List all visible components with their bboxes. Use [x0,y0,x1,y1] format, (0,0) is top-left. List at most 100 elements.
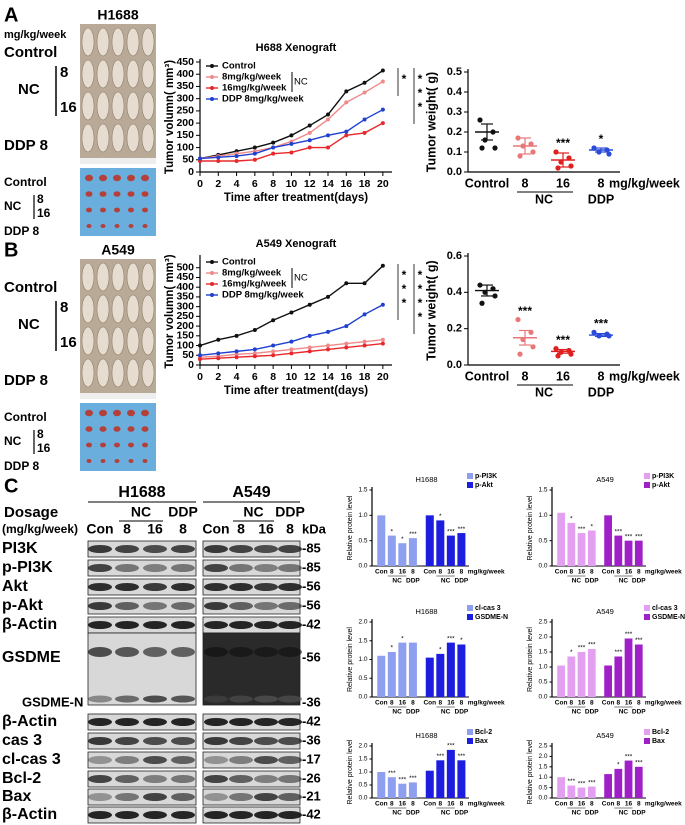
band [171,718,195,726]
tumor [85,174,93,182]
y-tick-label: 0.5 [358,675,367,682]
significance: *** [437,753,445,760]
chart-title: A549 Xenograft [256,238,337,250]
y-tick-label: 0.0 [447,359,462,371]
bar [567,785,576,798]
mouse [126,123,140,153]
group-label: DDP [406,810,420,817]
band [171,583,195,591]
x-tick-label: 18 [359,178,371,190]
band [204,718,228,726]
mouse [96,123,110,153]
x-tick-label: 20 [377,178,389,190]
mouse [126,358,140,388]
tumor [86,224,92,228]
group-label: NC [535,385,553,399]
mouse [81,358,95,388]
data-point [568,351,574,357]
significance: *** [399,776,407,783]
bar [425,657,434,697]
chart-title: A549 [596,607,614,616]
x-tick-label: Con [423,801,436,808]
mouse [141,294,155,324]
protein-label: β-Actin [2,616,57,633]
x-tick-label: 14 [322,371,334,383]
band [278,564,302,572]
band [88,718,112,726]
significance: *** [615,649,623,656]
bar [457,760,466,798]
tumor-label: 8 [37,192,44,206]
band [143,718,167,726]
band [204,775,228,783]
legend-swatch [467,482,473,488]
x-tick-label: 4 [234,178,240,190]
legend-label: 16mg/kg/week [222,279,287,290]
legend-label: DDP 8mg/kg/week [222,94,304,105]
tumor [142,459,148,463]
band [278,756,302,764]
bar [398,783,407,798]
data-point [362,281,367,286]
legend-label: Bax [652,738,665,745]
y-tick-label: 100 [176,141,194,153]
group-label: DDP [585,810,599,817]
y-axis-label: Tumor volumn( mm³) [164,60,176,174]
significance: * [570,649,573,656]
bar [446,535,455,566]
protein-label: β-Actin [2,806,57,823]
group-label: DDP [632,578,646,585]
x-tick-label: 8 [522,176,529,190]
legend-label: Bcl-2 [475,729,492,736]
mouse [81,294,95,324]
band [143,775,167,783]
kda-value: -42 [302,616,321,631]
band [204,545,228,553]
y-tick-label: 2.0 [538,753,547,760]
mice-label: DDP 8 [4,372,48,389]
band [254,583,278,591]
mouse [81,123,95,153]
tumor [141,426,149,432]
bar [577,787,586,798]
legend-marker [210,271,214,275]
ruler [80,393,156,399]
y-tick-label: 1.5 [358,637,367,644]
tumor-label: 16 [37,206,51,220]
x-tick-label: Con [555,801,568,808]
y-tick-label: 250 [176,105,194,117]
data-point [530,344,536,350]
significance: * [418,100,423,114]
bar [387,777,396,798]
significance: * [402,72,407,86]
tumor [85,191,93,197]
y-tick-label: 0.0 [447,166,462,178]
mice-label: 16 [60,334,77,351]
data-point [479,300,485,306]
significance: * [391,528,394,535]
significance: *** [635,760,643,767]
tumor-label: 8 [37,427,44,441]
data-point [380,337,385,342]
x-tick-label: 16 [340,178,352,190]
protein-label: cl-cas 3 [2,751,61,768]
tumor [127,409,135,417]
legend-label: cl-cas 3 [652,605,678,612]
bar [408,642,417,697]
tumor [113,174,121,182]
x-tick-label: 6 [252,178,258,190]
significance: * [599,132,604,146]
mouse [111,123,125,153]
band [254,545,278,553]
tumor [128,442,134,448]
band [278,737,302,745]
mouse [126,326,140,356]
bar [587,530,596,566]
band [229,647,253,657]
significance: * [418,72,423,86]
group-label: NC [392,709,402,716]
lane-label: 8 [237,521,245,537]
data-point [326,133,330,138]
x-tick-label: 8 [598,369,605,383]
band [88,775,112,783]
